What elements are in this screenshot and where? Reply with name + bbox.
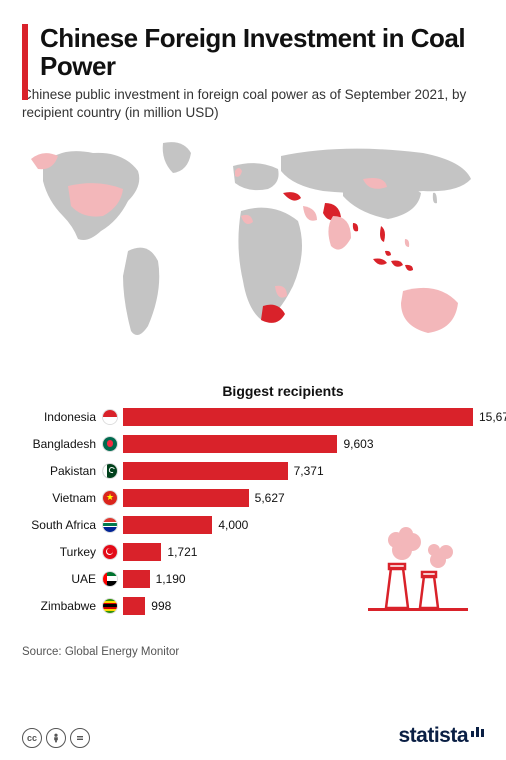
accent-bar bbox=[22, 24, 28, 100]
bar-label: Zimbabwe bbox=[22, 599, 100, 613]
flag-icon-pakistan bbox=[102, 463, 118, 479]
flag-icon-zimbabwe bbox=[102, 598, 118, 614]
chart-title: Biggest recipients bbox=[22, 383, 484, 399]
footer: cc statista bbox=[22, 724, 484, 748]
bar-label: Pakistan bbox=[22, 464, 100, 478]
flag-icon-uae bbox=[102, 571, 118, 587]
page-title: Chinese Foreign Investment in Coal Power bbox=[40, 24, 484, 80]
flag-icon-south-africa bbox=[102, 517, 118, 533]
bar-row: Bangladesh 9,603 bbox=[22, 432, 484, 456]
bar-fill: 7,371 bbox=[123, 462, 288, 480]
bar-label: Vietnam bbox=[22, 491, 100, 505]
bar-value: 4,000 bbox=[218, 518, 248, 532]
bar-fill: 9,603 bbox=[123, 435, 337, 453]
bar-fill: 4,000 bbox=[123, 516, 212, 534]
bar-value: 5,627 bbox=[255, 491, 285, 505]
bar-chart: Biggest recipients Indonesia 15,671 Bangla… bbox=[22, 383, 484, 618]
bar-value: 7,371 bbox=[294, 464, 324, 478]
bar-label: Turkey bbox=[22, 545, 100, 559]
cc-by-icon bbox=[46, 728, 66, 748]
subtitle: Chinese public investment in foreign coa… bbox=[22, 86, 484, 122]
bar-track: 9,603 bbox=[123, 435, 484, 453]
bar-label: Bangladesh bbox=[22, 437, 100, 451]
bar-fill: 5,627 bbox=[123, 489, 249, 507]
bar-fill: 1,190 bbox=[123, 570, 150, 588]
logo-text: statista bbox=[398, 724, 468, 748]
bar-fill: 15,671 bbox=[123, 408, 473, 426]
statista-logo: statista bbox=[398, 724, 484, 748]
bar-value: 1,721 bbox=[167, 545, 197, 559]
bar-fill: 998 bbox=[123, 597, 145, 615]
smokestack-illustration bbox=[358, 520, 478, 620]
flag-icon-turkey bbox=[102, 544, 118, 560]
flag-icon-indonesia bbox=[102, 409, 118, 425]
cc-nd-icon bbox=[70, 728, 90, 748]
license-icons: cc bbox=[22, 728, 90, 748]
bar-value: 15,671 bbox=[479, 410, 506, 424]
title-block: Chinese Foreign Investment in Coal Power bbox=[40, 24, 484, 80]
bar-value: 998 bbox=[151, 599, 171, 613]
world-map bbox=[22, 131, 484, 371]
source-text: Source: Global Energy Monitor bbox=[22, 646, 484, 658]
bar-label: Indonesia bbox=[22, 410, 100, 424]
bar-track: 7,371 bbox=[123, 462, 484, 480]
bar-value: 1,190 bbox=[156, 572, 186, 586]
cc-icon: cc bbox=[22, 728, 42, 748]
bar-row: Pakistan 7,371 bbox=[22, 459, 484, 483]
bar-track: 15,671 bbox=[123, 408, 484, 426]
flag-icon-vietnam: ★ bbox=[102, 490, 118, 506]
bar-row: Indonesia 15,671 bbox=[22, 405, 484, 429]
bar-label: South Africa bbox=[22, 518, 100, 532]
flag-icon-bangladesh bbox=[102, 436, 118, 452]
bar-value: 9,603 bbox=[343, 437, 373, 451]
bar-fill: 1,721 bbox=[123, 543, 161, 561]
infographic-container: Chinese Foreign Investment in Coal Power… bbox=[0, 0, 506, 760]
bar-track: 5,627 bbox=[123, 489, 484, 507]
bar-label: UAE bbox=[22, 572, 100, 586]
logo-bars-icon bbox=[471, 727, 484, 737]
bar-row: Vietnam★ 5,627 bbox=[22, 486, 484, 510]
